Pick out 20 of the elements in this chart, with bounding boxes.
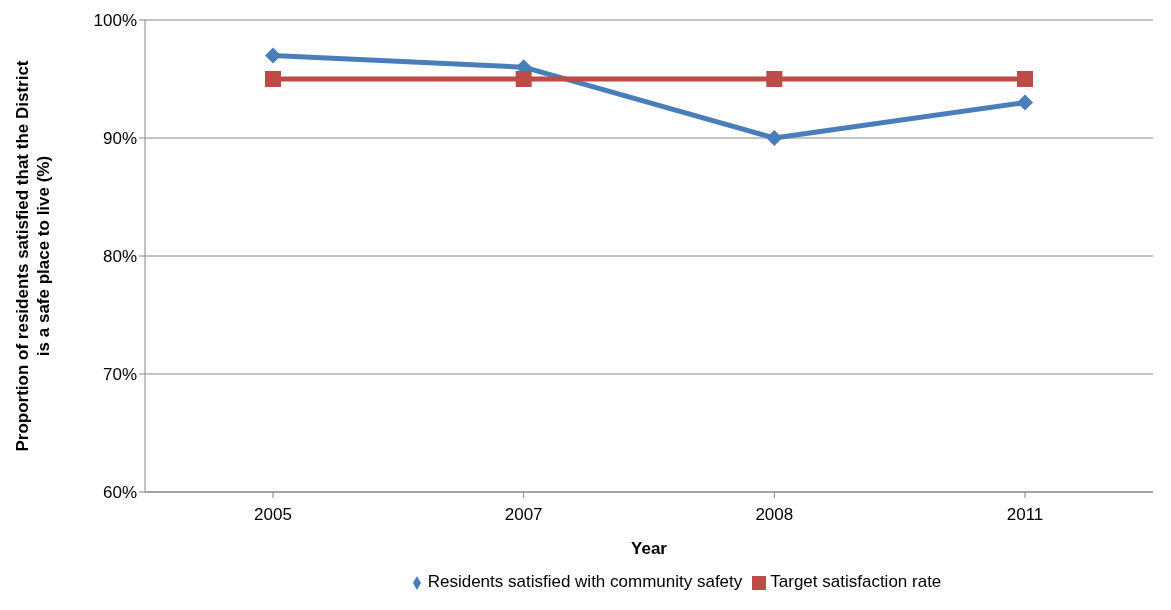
y-tick-label: 60% xyxy=(102,483,137,503)
point xyxy=(515,71,532,87)
point xyxy=(1017,94,1033,111)
y-tick-label: 100% xyxy=(93,11,137,31)
x-tick-label: 2007 xyxy=(504,505,543,525)
y-tick-label: 70% xyxy=(102,365,137,385)
legend-label: Residents satisfied with community safety xyxy=(427,572,743,591)
x-tick-label: 2005 xyxy=(254,505,292,525)
point xyxy=(766,130,783,146)
point xyxy=(265,47,281,64)
legend-label: Target satisfaction rate xyxy=(770,572,942,591)
point xyxy=(1017,71,1033,87)
x-tick-label: 2011 xyxy=(1006,505,1044,525)
y-tick-label: 80% xyxy=(102,247,137,267)
y-axis-title: Proportion of residents satisfied that the District is a safe place to live (%) xyxy=(12,60,53,452)
x-axis-title: Year xyxy=(631,539,668,559)
point xyxy=(265,71,281,87)
y-tick-label: 90% xyxy=(102,129,137,149)
x-tick-label: 2008 xyxy=(755,505,794,525)
point xyxy=(766,71,783,87)
